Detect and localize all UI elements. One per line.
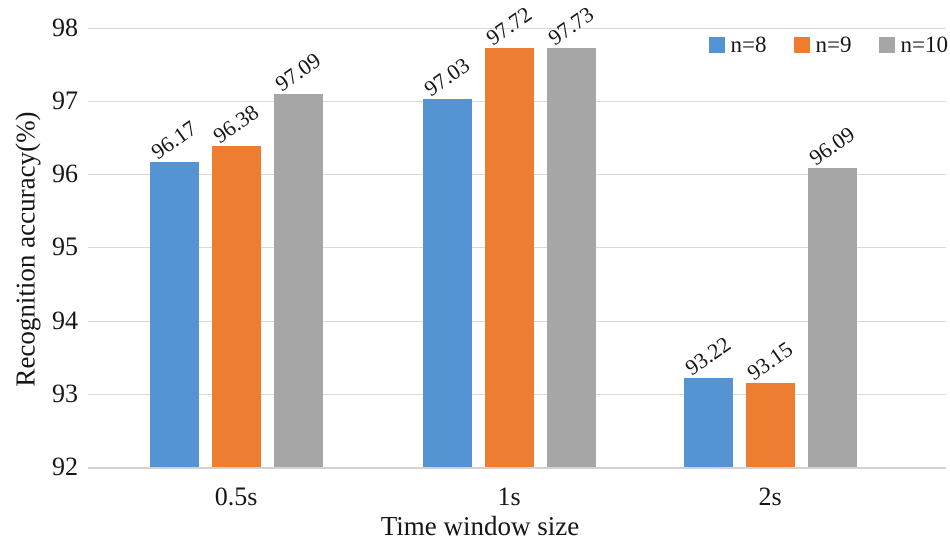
bar-n=9-0.5s [212, 146, 261, 467]
bar-value-label: 96.09 [804, 121, 860, 171]
bar-value-label: 96.17 [146, 115, 202, 165]
legend-swatch-icon [708, 36, 725, 53]
bar-value-label: 97.09 [270, 47, 326, 97]
bar-n=8-2s [684, 378, 733, 467]
legend-item-n=8: n=8 [708, 32, 767, 57]
bar-n=10-1s [547, 48, 596, 467]
bar-value-label: 96.38 [208, 99, 264, 149]
y-tick-label-94: 94 [52, 306, 78, 335]
legend-swatch-icon [878, 36, 895, 53]
gridline-98 [88, 28, 946, 29]
bar-n=9-1s [485, 48, 534, 467]
bar-value-label: 97.03 [419, 52, 475, 102]
bar-value-label: 93.15 [742, 336, 798, 386]
bar-n=8-0.5s [150, 162, 199, 467]
bar-n=8-1s [423, 99, 472, 467]
legend-label: n=8 [730, 32, 767, 57]
legend-item-n=10: n=10 [878, 32, 948, 57]
y-tick-label-96: 96 [52, 159, 78, 188]
bar-value-label: 97.73 [543, 1, 599, 51]
bar-n=10-0.5s [274, 94, 323, 467]
x-tick-label-0.5s: 0.5s [214, 482, 258, 511]
y-tick-label-93: 93 [52, 379, 78, 408]
y-tick-label-97: 97 [52, 86, 78, 115]
legend-label: n=10 [900, 32, 948, 57]
bar-value-label: 93.22 [680, 331, 736, 381]
bar-n=10-2s [808, 168, 857, 467]
legend-label: n=9 [815, 32, 852, 57]
legend-item-n=9: n=9 [793, 32, 852, 57]
legend: n=8 n=9 n=10 [708, 32, 948, 57]
x-tick-label-2s: 2s [758, 482, 782, 511]
bar-n=9-2s [746, 383, 795, 467]
legend-swatch-icon [793, 36, 810, 53]
x-tick-label-1s: 1s [497, 482, 521, 511]
x-axis-title: Time window size [380, 511, 580, 541]
bar-value-label: 97.72 [481, 1, 537, 51]
y-tick-label-95: 95 [52, 232, 78, 261]
x-axis-line [88, 467, 946, 469]
y-tick-label-98: 98 [52, 13, 78, 42]
y-tick-label-92: 92 [52, 452, 78, 481]
